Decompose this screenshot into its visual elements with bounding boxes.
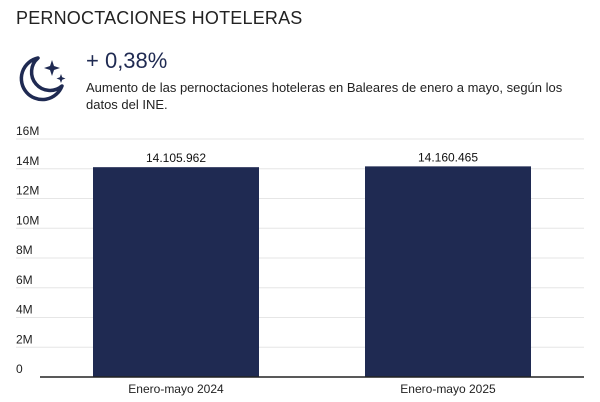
y-tick-label: 2M <box>16 332 33 346</box>
star-icon-small <box>56 74 66 83</box>
x-tick-label: Enero-mayo 2024 <box>128 382 224 396</box>
y-tick-label: 8M <box>16 243 33 257</box>
y-tick-label: 16M <box>16 124 39 138</box>
chart-subtitle: Aumento de las pernoctaciones hoteleras … <box>86 80 563 112</box>
y-tick-label: 14M <box>16 154 39 168</box>
bar-data-label: 14.105.962 <box>146 151 206 165</box>
y-tick-label: 0 <box>16 362 23 376</box>
bar <box>365 166 531 377</box>
x-axis-ticks: Enero-mayo 2024 Enero-mayo 2025 <box>128 382 496 396</box>
change-value: + 0,38% <box>86 48 168 73</box>
y-tick-label: 10M <box>16 213 39 227</box>
y-tick-label: 6M <box>16 273 33 287</box>
data-labels: 14.105.962 14.160.465 <box>146 150 478 165</box>
y-tick-label: 4M <box>16 303 33 317</box>
star-icon-large <box>44 60 60 76</box>
y-tick-label: 12M <box>16 184 39 198</box>
chart-title: PERNOCTACIONES HOTELERAS <box>16 8 303 28</box>
y-axis-ticks: 0 2M 4M 6M 8M 10M 12M 14M 16M <box>16 124 39 376</box>
bar-chart: 0 2M 4M 6M 8M 10M 12M 14M 16M 14.105.962 14.160.4… <box>16 124 584 396</box>
bar <box>93 167 259 377</box>
bar-data-label: 14.160.465 <box>418 150 478 164</box>
moon-stars-icon <box>19 56 66 102</box>
moon-icon-shape <box>19 56 64 102</box>
x-tick-label: Enero-mayo 2025 <box>400 382 496 396</box>
bars <box>93 166 531 377</box>
